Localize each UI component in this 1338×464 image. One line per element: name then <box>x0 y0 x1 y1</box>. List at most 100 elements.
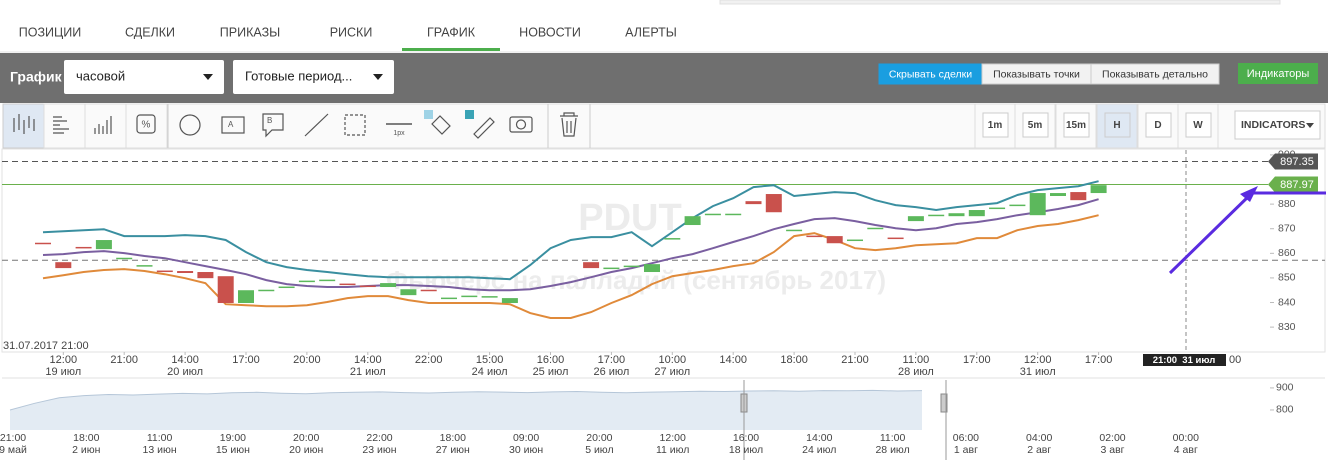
nav-time-label: 00:00 <box>1173 432 1199 444</box>
candle-body <box>704 213 721 216</box>
candle-body <box>623 265 640 268</box>
nav-date-label: 1 авг <box>954 444 978 456</box>
nav-time-label: 19:00 <box>220 432 246 444</box>
x-tick-label: 16:00 <box>537 354 565 366</box>
tab[interactable]: РИСКИ <box>330 25 373 39</box>
candle-body <box>644 264 660 273</box>
select-box <box>64 60 224 94</box>
x-date-label: 31 июл <box>1020 366 1056 378</box>
text-icon <box>221 116 245 134</box>
line-width-label: 1px <box>393 130 405 137</box>
candle-body <box>664 238 681 240</box>
candle-body <box>847 239 863 242</box>
preset-select[interactable]: Готовые период... <box>233 60 394 94</box>
candle-body <box>989 207 1006 210</box>
x-tick-label: 14:00 <box>171 354 199 366</box>
x-date-label: 19 июл <box>45 366 81 378</box>
candle-body <box>35 242 51 245</box>
tab[interactable]: ПРИКАЗЫ <box>220 25 280 39</box>
candle-body <box>136 265 153 267</box>
navigator-area <box>10 390 922 430</box>
x-tick-label: 18:00 <box>780 354 808 366</box>
select-box <box>233 60 394 94</box>
tab[interactable]: ГРАФИК <box>427 25 476 39</box>
pen-icon <box>473 117 495 139</box>
y-tick-label: 860 <box>1278 247 1296 259</box>
chart-frame <box>1 148 1326 353</box>
candle-body <box>1009 204 1026 207</box>
candle-body <box>339 283 356 286</box>
interval-inner <box>1145 112 1172 138</box>
nav-time-label: 04:00 <box>1026 432 1052 444</box>
nav-time-label: 11:00 <box>880 432 906 444</box>
tab[interactable]: СДЕЛКИ <box>125 25 175 39</box>
indicators-button[interactable]: Индикаторы <box>1238 63 1318 84</box>
x-date-label: 27 июл <box>654 366 690 378</box>
fill-color-swatch <box>424 110 433 119</box>
price-label: 897.35 <box>1280 156 1314 168</box>
indicators-dropdown[interactable]: INDICATORS <box>1234 110 1321 140</box>
trash-icon <box>560 112 578 137</box>
nav-date-label: 13 июн <box>143 444 177 456</box>
candle-body <box>907 216 924 222</box>
y-tick-label: 840 <box>1278 296 1296 308</box>
drawn-arrow <box>1168 191 1326 275</box>
button-bg <box>1238 63 1318 84</box>
x-tick-label: 11:00 <box>903 354 930 366</box>
nav-date-label: 9 май <box>0 444 27 456</box>
candle-body <box>1050 193 1066 197</box>
nav-time-label: 09:00 <box>513 432 539 444</box>
nav-date-label: 5 июл <box>585 444 613 456</box>
candle-body <box>319 279 336 282</box>
line-color-swatch <box>465 110 474 119</box>
interval-inner <box>982 112 1009 138</box>
select-value: Готовые период... <box>245 68 352 83</box>
nav-date-label: 28 июл <box>875 444 909 456</box>
x-tick-label: 21:00 <box>110 354 138 366</box>
interval-label: D <box>1154 120 1161 131</box>
nav-date-label: 30 июн <box>509 444 543 456</box>
candle-body <box>887 237 904 240</box>
tab[interactable]: ПОЗИЦИИ <box>19 25 81 39</box>
x-tick-label: 12:00 <box>1024 354 1052 366</box>
x-date-label: 24 июл <box>472 366 508 378</box>
nav-y-tick-label: 900 <box>1276 382 1294 394</box>
candle-body <box>765 194 782 213</box>
tool-cell[interactable] <box>125 103 168 149</box>
trendline-icon <box>304 113 329 137</box>
start-date-label: 31.07.2017 21:00 <box>3 340 89 352</box>
view-button[interactable] <box>1090 63 1220 85</box>
candle-body <box>359 285 376 288</box>
tab[interactable]: АЛЕРТЫ <box>625 25 677 39</box>
interval-label: H <box>1113 120 1120 131</box>
y-tick-label: 880 <box>1278 198 1296 210</box>
interval-label: 1m <box>988 120 1003 131</box>
period-select[interactable]: часовой <box>64 60 224 94</box>
camera-lens <box>515 119 527 130</box>
fill-icon <box>431 115 451 135</box>
tab[interactable]: НОВОСТИ <box>519 25 581 39</box>
indicator-line <box>42 180 1099 281</box>
candle-body <box>826 236 843 244</box>
nav-time-label: 21:00 <box>0 432 26 444</box>
nav-time-label: 11:00 <box>147 432 173 444</box>
nav-time-label: 20:00 <box>293 432 319 444</box>
interval-inner <box>1022 112 1049 138</box>
nav-time-label: 22:00 <box>366 432 392 444</box>
drawn-arrowhead <box>1240 186 1258 202</box>
candle-body <box>380 283 397 288</box>
dropdown-label: INDICATORS <box>1241 119 1305 131</box>
candle-body <box>603 267 620 270</box>
button-label: Индикаторы <box>1247 68 1310 80</box>
x-tick-label: 17:00 <box>1085 354 1113 366</box>
nav-time-label: 14:00 <box>806 432 832 444</box>
navigator-line <box>9 389 923 411</box>
navigator-handle[interactable] <box>940 393 948 413</box>
candle-body <box>501 298 518 304</box>
x-tick-label: 12:00 <box>50 354 78 366</box>
nav-time-label: 16:00 <box>733 432 759 444</box>
candle-body <box>684 216 701 226</box>
candle-body <box>867 227 884 230</box>
x-tick-label: 21:00 <box>841 354 869 366</box>
